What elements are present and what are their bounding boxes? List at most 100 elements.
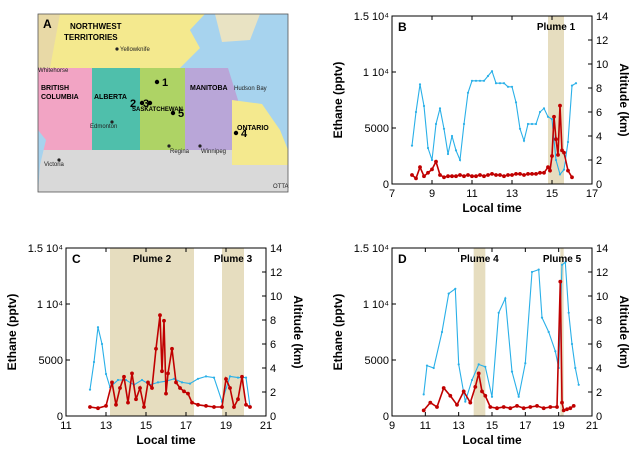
ethane-point	[104, 404, 108, 408]
x-tick-label: 13	[453, 420, 465, 432]
y2-tick-label: 8	[596, 315, 602, 327]
ethane-point	[538, 170, 542, 175]
ethane-point	[441, 386, 446, 390]
altitude-point	[538, 110, 542, 114]
panel-label-d: D	[398, 252, 407, 266]
ethane-point	[554, 137, 558, 142]
ethane-point	[556, 153, 560, 157]
site-label-3: 3	[143, 98, 149, 110]
altitude-point	[450, 134, 454, 138]
altitude-point	[228, 375, 232, 378]
map-panel: A NORTHWEST TERRITORIES BRITISH COLUMBIA…	[37, 13, 289, 193]
map-label-manitoba: MANITOBA	[190, 85, 228, 92]
altitude-point	[422, 393, 425, 396]
region-alberta	[92, 68, 140, 150]
ethane-point	[174, 380, 178, 385]
altitude-point	[574, 366, 577, 370]
altitude-point	[447, 292, 450, 295]
ethane-point	[550, 154, 554, 158]
ethane-point	[428, 400, 433, 405]
ethane-point	[566, 168, 570, 173]
altitude-point	[180, 381, 184, 384]
altitude-point	[446, 152, 450, 156]
altitude-point	[458, 158, 462, 162]
map-label-ontario: ONTARIO	[237, 125, 269, 132]
altitude-point	[562, 168, 566, 171]
ethane-point	[501, 405, 506, 409]
city-dot	[115, 47, 119, 51]
x-tick-label: 13	[100, 420, 112, 432]
y-axis-label: Ethane (pptv)	[331, 62, 345, 139]
ethane-point	[528, 405, 533, 409]
region-yukon	[38, 14, 60, 68]
ethane-point	[476, 371, 481, 376]
ethane-point	[506, 173, 510, 177]
ethane-point	[560, 400, 564, 405]
altitude-point	[547, 330, 550, 334]
ethane-point	[146, 380, 150, 385]
y2-axis-label: Altitude (km)	[617, 63, 629, 136]
ethane-point	[486, 173, 490, 177]
altitude-point	[140, 378, 144, 382]
ethane-point	[158, 313, 162, 318]
ethane-point	[142, 405, 146, 409]
region-ontario	[232, 100, 288, 165]
ethane-point	[548, 405, 553, 409]
ethane-point	[446, 174, 450, 179]
ethane-point	[558, 279, 563, 284]
ethane-point	[510, 173, 514, 177]
x-tick-label: 7	[389, 188, 395, 200]
ethane-point	[212, 405, 216, 409]
map-label-hudson-bay: Hudson Bay	[234, 86, 267, 92]
altitude-point	[554, 158, 558, 162]
altitude-point	[526, 122, 530, 126]
city-dot	[198, 144, 202, 148]
ethane-point	[162, 318, 166, 323]
plume-band	[110, 248, 194, 416]
ethane-point	[455, 402, 459, 407]
ethane-point	[170, 346, 174, 351]
ethane-point	[562, 150, 566, 155]
site-marker	[154, 79, 160, 85]
ethane-point	[495, 406, 499, 411]
y2-tick-label: 2	[596, 155, 602, 167]
y-tick-label: 0	[383, 179, 389, 191]
site-marker	[170, 110, 176, 116]
altitude-point	[156, 381, 160, 384]
ethane-point	[421, 408, 426, 413]
plume-label: Plume 1	[537, 22, 576, 33]
altitude-point	[454, 287, 457, 290]
ethane-point	[196, 402, 200, 407]
altitude-point	[530, 270, 534, 274]
y-tick-label: 0	[383, 411, 389, 423]
plume-label: Plume 5	[543, 254, 582, 265]
panel-label-a: A	[43, 17, 52, 31]
altitude-point	[560, 263, 564, 266]
altitude-point	[497, 311, 500, 314]
y-axis-label: Ethane (pptv)	[331, 294, 345, 371]
ethane-point	[458, 173, 462, 177]
y2-tick-label: 14	[596, 243, 608, 255]
y-tick-label: 5000	[365, 123, 389, 135]
y2-axis-label: Altitude (km)	[617, 295, 629, 368]
altitude-point	[574, 82, 578, 85]
x-tick-label: 9	[389, 420, 395, 432]
y2-tick-label: 6	[270, 339, 276, 351]
altitude-point	[188, 382, 192, 385]
site-label-2: 2	[130, 98, 136, 110]
altitude-point	[506, 85, 510, 88]
altitude-point	[438, 107, 442, 110]
altitude-point	[542, 107, 546, 110]
region-saskatchewan	[140, 68, 185, 150]
x-tick-label: 15	[140, 420, 152, 432]
y2-tick-label: 8	[270, 315, 276, 327]
x-axis-label: Local time	[462, 433, 522, 447]
altitude-point	[518, 127, 522, 130]
y2-tick-label: 14	[270, 243, 282, 255]
ethane-point	[521, 406, 526, 411]
altitude-point	[432, 366, 435, 370]
ethane-point	[515, 404, 519, 408]
altitude-point	[425, 364, 429, 367]
